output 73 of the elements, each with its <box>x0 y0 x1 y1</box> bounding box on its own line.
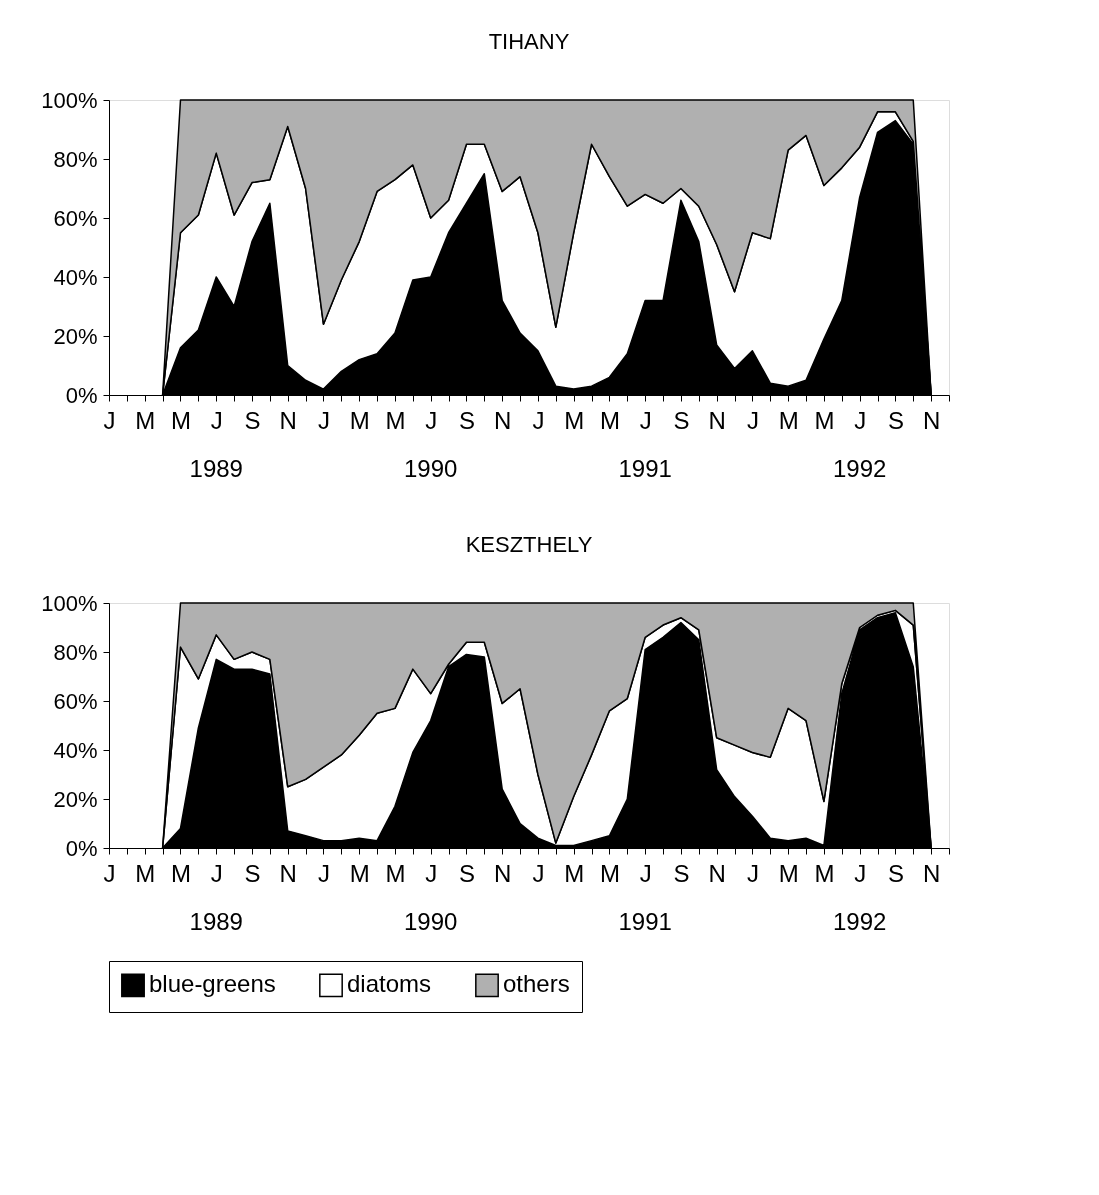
x-tick-label: S <box>244 406 261 434</box>
x-tick-label: M <box>349 406 370 434</box>
x-tick-label: M <box>564 859 585 887</box>
x-tick-label: M <box>564 406 585 434</box>
text: 1991 <box>618 455 672 482</box>
x-tick-label: J <box>425 859 438 887</box>
y-tick-label: 80% <box>53 146 98 172</box>
x-tick-label: M <box>814 406 835 434</box>
x-tick-label: J <box>103 859 116 887</box>
x-tick-label: S <box>887 406 904 434</box>
y-tick-label: 20% <box>53 323 98 349</box>
x-tick-label: J <box>425 406 438 434</box>
x-tick-label: S <box>887 859 904 887</box>
x-tick-label: J <box>532 859 545 887</box>
x-tick-label: S <box>458 859 475 887</box>
legend-label: blue-greens <box>149 970 276 998</box>
x-tick-label: M <box>349 859 370 887</box>
x-tick-label: J <box>854 406 867 434</box>
x-tick-label: J <box>317 406 330 434</box>
x-tick-label: M <box>170 406 191 434</box>
x-tick-label: J <box>317 859 330 887</box>
x-tick-label: N <box>708 859 726 887</box>
x-tick-label: S <box>673 406 690 434</box>
chart-title: TIHANY <box>488 29 570 54</box>
y-tick-label: 40% <box>53 264 98 290</box>
x-tick-label: M <box>778 859 799 887</box>
text: 1992 <box>832 455 887 482</box>
x-tick-label: N <box>708 406 726 434</box>
x-tick-label: M <box>135 859 156 887</box>
x-tick-label: M <box>599 859 620 887</box>
legend-label: others <box>503 970 570 998</box>
x-tick-label: N <box>279 859 297 887</box>
y-tick-label: 100% <box>41 87 98 113</box>
text: 1989 <box>189 908 243 935</box>
y-tick-label: 100% <box>41 590 98 616</box>
x-tick-label: N <box>494 406 512 434</box>
y-tick-label: 20% <box>53 786 98 812</box>
y-tick-label: 0% <box>65 835 98 861</box>
x-tick-label: N <box>279 406 297 434</box>
x-tick-label: J <box>746 859 759 887</box>
x-tick-label: J <box>639 859 652 887</box>
x-tick-label: M <box>170 859 191 887</box>
x-tick-label: M <box>135 406 156 434</box>
x-tick-label: J <box>210 406 223 434</box>
x-tick-label: N <box>494 859 512 887</box>
x-tick-label: S <box>244 859 261 887</box>
x-tick-label: M <box>778 406 799 434</box>
y-tick-label: 0% <box>65 382 98 408</box>
y-tick-label: 40% <box>53 737 98 763</box>
y-tick-label: 60% <box>53 205 98 231</box>
y-tick-label: 80% <box>53 639 98 665</box>
x-tick-label: M <box>385 859 406 887</box>
x-tick-label: S <box>458 406 475 434</box>
x-tick-label: J <box>103 406 116 434</box>
text: 1989 <box>189 455 243 482</box>
x-tick-label: S <box>673 859 690 887</box>
x-tick-label: N <box>922 406 941 434</box>
x-tick-label: M <box>599 406 620 434</box>
text: 1991 <box>618 908 672 935</box>
x-tick-label: M <box>814 859 835 887</box>
text: 1990 <box>404 908 458 935</box>
text: 1990 <box>404 455 458 482</box>
text: 1992 <box>832 908 887 935</box>
chart-title: KESZTHELY <box>465 532 593 557</box>
x-tick-label: M <box>385 406 406 434</box>
x-tick-label: J <box>854 859 867 887</box>
y-tick-label: 60% <box>53 688 98 714</box>
x-tick-label: N <box>922 859 941 887</box>
x-tick-label: J <box>639 406 652 434</box>
x-tick-label: J <box>532 406 545 434</box>
legend-label: diatoms <box>347 970 432 998</box>
x-tick-label: J <box>210 859 223 887</box>
x-tick-label: J <box>746 406 759 434</box>
